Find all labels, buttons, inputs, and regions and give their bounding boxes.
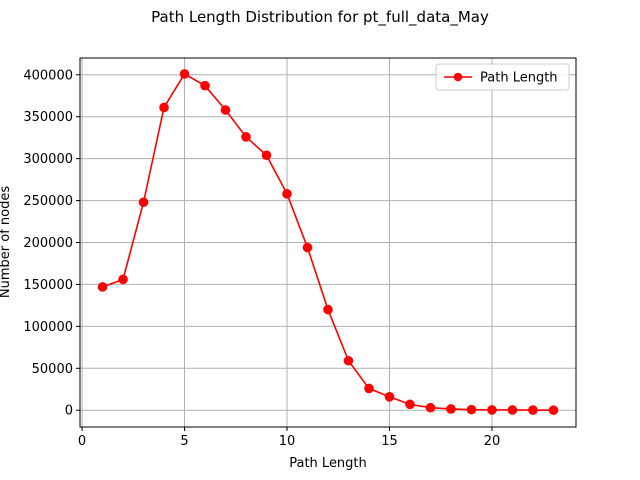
- data-point: [487, 405, 497, 415]
- data-point: [261, 150, 272, 161]
- series-path-length: [97, 69, 559, 415]
- x-tick-label: 15: [381, 434, 398, 449]
- data-point: [364, 383, 374, 394]
- grid: [80, 58, 576, 427]
- data-point: [97, 282, 108, 292]
- x-axis: 0 5 10 15 20: [78, 427, 500, 449]
- data-point: [138, 197, 149, 208]
- y-tick-label: 0: [65, 404, 73, 419]
- data-point: [548, 405, 559, 415]
- legend-box: [435, 63, 570, 91]
- x-tick-label: 20: [484, 434, 501, 449]
- legend-marker: [453, 72, 463, 82]
- data-point: [241, 132, 251, 142]
- y-axis-label: Number of nodes: [0, 186, 13, 298]
- data-point: [528, 405, 538, 415]
- y-tick-label: 150000: [23, 278, 73, 293]
- y-tick-label: 350000: [23, 110, 73, 125]
- data-point: [466, 404, 477, 415]
- data-point: [343, 355, 354, 366]
- chart-title: Path Length Distribution for pt_full_dat…: [151, 8, 489, 27]
- y-tick-label: 300000: [23, 152, 73, 167]
- data-point: [323, 304, 333, 315]
- y-axis: 0 50000 100000 150000 200000 250000 300000 3500…: [23, 68, 80, 419]
- data-point: [179, 69, 190, 79]
- data-point: [507, 405, 518, 415]
- legend: Path Length: [435, 63, 570, 91]
- data-point: [384, 392, 395, 402]
- x-tick-label: 0: [78, 434, 86, 449]
- x-axis-label: Path Length: [289, 456, 367, 471]
- data-point: [200, 80, 210, 91]
- data-point: [405, 399, 415, 410]
- data-point: [425, 402, 436, 413]
- data-point: [118, 274, 128, 285]
- y-tick-label: 400000: [23, 68, 73, 83]
- y-tick-label: 250000: [23, 194, 73, 209]
- x-tick-label: 10: [279, 434, 296, 449]
- data-point: [220, 105, 231, 115]
- data-point: [302, 242, 313, 253]
- data-point: [282, 189, 292, 199]
- y-tick-label: 50000: [32, 362, 73, 377]
- data-point: [446, 404, 456, 414]
- x-tick-label: 5: [180, 434, 188, 449]
- legend-label: Path Length: [480, 71, 558, 86]
- y-tick-label: 200000: [23, 236, 73, 251]
- y-tick-label: 100000: [23, 320, 73, 335]
- data-point: [159, 102, 169, 113]
